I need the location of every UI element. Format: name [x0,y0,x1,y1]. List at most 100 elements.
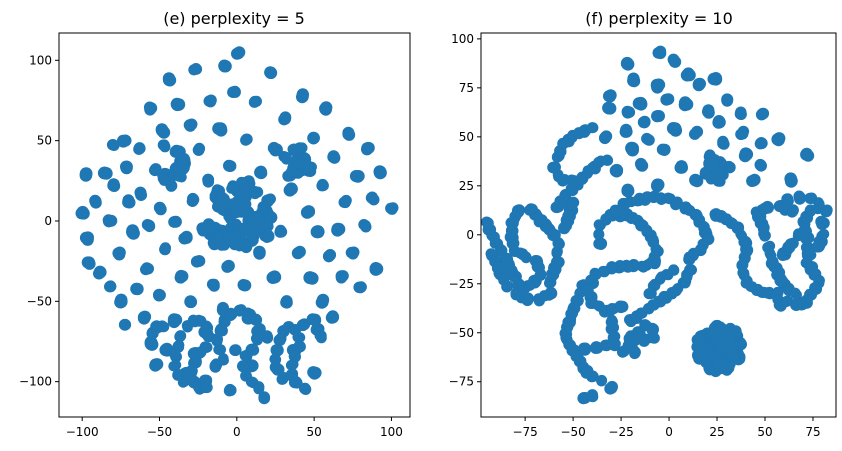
scatter-point-e-161 [205,94,217,106]
scatter-point-f-53 [735,106,747,118]
scatter-point-f-551 [502,280,514,292]
scatter-point-f-95 [626,143,639,157]
axes-frame-f [480,32,837,418]
scatter-point-f-17 [709,72,723,85]
scatter-point-e-71 [143,219,155,232]
scatter-point-e-266 [285,182,298,195]
scatter-point-f-50 [653,110,665,122]
scatter-point-e-794 [293,340,306,352]
scatter-point-e-128 [184,120,197,132]
scatter-point-e-740 [249,313,262,326]
x-tick-label-f-3: 0 [665,425,673,439]
scatter-point-e-8 [81,231,94,244]
scatter-point-e-311 [326,311,340,324]
x-tick-label-f-6: 75 [805,425,820,439]
scatter-point-f-677 [638,261,649,273]
scatter-point-f-434 [551,256,563,268]
scatter-point-e-260 [279,111,292,124]
scatter-point-e-68 [141,262,153,274]
x-tick-label-e-2: 0 [233,425,241,439]
scatter-point-f-11 [680,69,694,82]
scatter-point-e-107 [169,313,183,327]
scatter-point-e-206 [233,46,246,59]
scatter-point-f-824 [601,154,613,166]
scatter-point-e-101 [163,74,177,87]
scatter-point-f-734 [639,194,651,206]
scatter-point-f-857 [553,171,564,183]
scatter-point-e-116 [176,270,189,283]
scatter-point-e-146 [192,144,205,156]
scatter-point-e-515 [264,193,276,205]
scatter-point-e-230 [253,245,266,259]
x-tick-label-e-0: −100 [66,425,99,439]
scatter-point-f-956 [737,267,749,278]
scatter-point-e-164 [208,278,220,290]
scatter-point-e-317 [331,224,344,237]
x-tick-label-f-2: −25 [608,425,633,439]
scatter-point-f-794 [560,219,573,232]
scatter-point-e-110 [168,216,181,228]
y-tick-label-f-2: −25 [449,277,474,291]
scatter-point-f-110 [674,161,687,174]
scatter-point-f-29 [660,93,673,106]
scatter-point-e-623 [302,162,313,173]
x-tick-label-e-4: 100 [380,425,403,439]
chart-panel-e: (e) perplexity = 5 −100 −50 0 50 100 −100 −50 0… [19,9,411,439]
scatter-points-f [481,45,833,405]
scatter-point-f-125 [747,174,760,187]
scatter-point-e-710 [173,340,185,351]
scatter-point-e-278 [296,90,309,103]
scatter-point-e-275 [293,245,306,258]
y-tick-label-f-3: 0 [466,228,474,242]
scatter-point-e-23 [104,280,116,293]
y-tick-label-f-7: 100 [451,32,474,46]
scatter-point-e-698 [185,367,198,379]
scatter-point-e-227 [248,96,260,108]
scatter-point-f-326 [727,351,739,362]
scatter-point-e-92 [157,126,171,139]
chart-panel-f: (f) perplexity = 10 −75 −50 −25 0 25 50 75−75−… [449,9,837,439]
scatter-point-f-92 [656,143,669,156]
scatter-points-e [75,46,399,405]
y-tick-label-e-4: 100 [29,53,52,67]
scatter-point-f-620 [596,375,607,387]
scatter-point-e-494 [238,204,249,216]
scatter-point-e-248 [268,270,282,284]
x-tick-label-e-1: −50 [147,425,172,439]
axes-f: −75 −50 −25 0 25 50 75 −75 −50 −25 0 25 50 75 100 [449,32,837,439]
scatter-point-e-695 [190,356,202,369]
scatter-point-e-323 [340,194,352,207]
scatter-point-e-17 [93,267,105,280]
scatter-point-f-77 [600,130,613,143]
scatter-point-e-53 [126,225,139,239]
scatter-point-f-131 [651,178,664,191]
scatter-point-f-62 [757,107,770,120]
scatter-point-f-383 [713,173,725,184]
scatter-point-f-86 [756,137,768,149]
scatter-point-e-767 [216,323,227,335]
scatter-point-e-806 [290,376,302,388]
scatter-point-f-47 [702,105,714,118]
scatter-point-e-665 [159,175,170,186]
scatter-point-e-11 [83,257,96,270]
scatter-point-f-617 [586,370,598,382]
scatter-point-e-560 [253,213,265,225]
scatter-point-e-245 [264,66,277,79]
scatter-point-f-848 [586,122,598,134]
scatter-point-f-719 [615,301,627,314]
scatter-point-f-698 [585,274,597,287]
scatter-point-e-353 [387,202,399,214]
scatter-point-e-821 [269,361,282,374]
scatter-point-e-683 [201,322,213,334]
scatter-point-e-752 [239,350,251,362]
scatter-point-e-236 [258,392,271,405]
scatter-point-e-143 [190,255,203,268]
scatter-point-e-809 [299,382,311,394]
chart-title-f: (f) perplexity = 10 [585,9,733,28]
scatter-point-f-851 [567,175,579,188]
scatter-point-e-65 [137,311,151,324]
scatter-point-f-74 [737,128,749,140]
scatter-point-f-134 [621,184,635,198]
scatter-point-e-74 [145,102,158,114]
scatter-point-e-590 [288,143,300,155]
